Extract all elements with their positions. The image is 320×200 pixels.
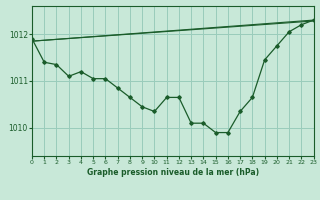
X-axis label: Graphe pression niveau de la mer (hPa): Graphe pression niveau de la mer (hPa) [87, 168, 259, 177]
